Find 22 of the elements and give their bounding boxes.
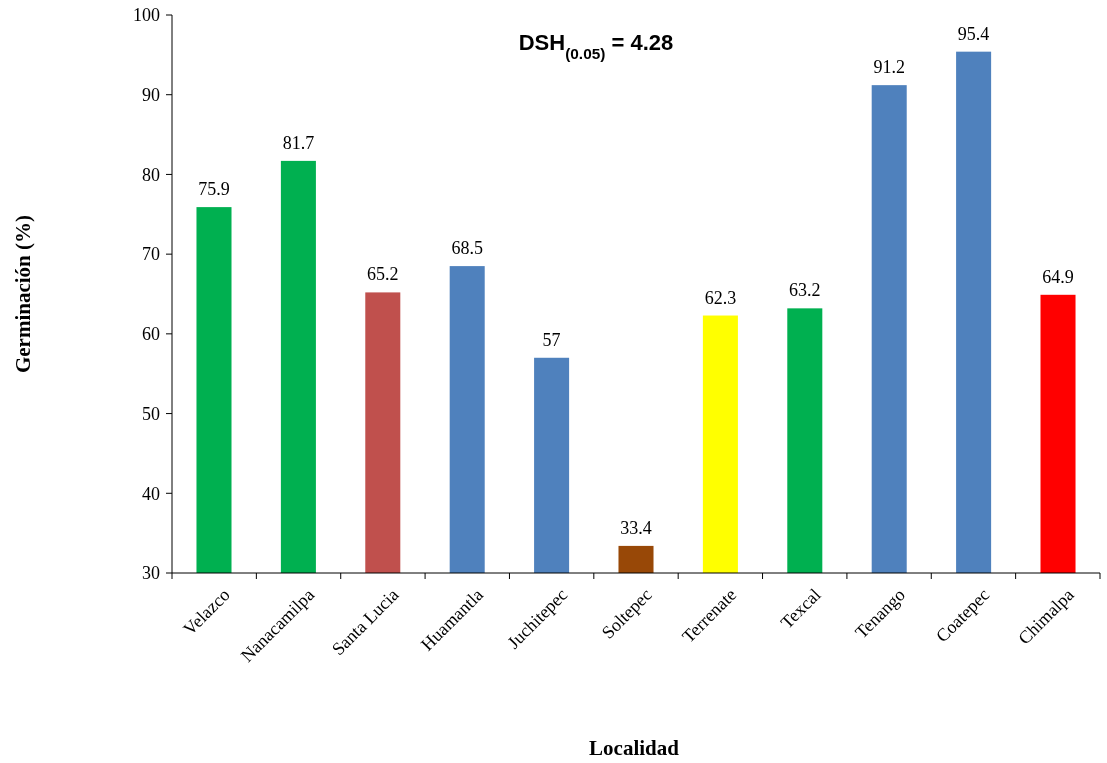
data-label: 68.5	[451, 238, 483, 259]
y-tick-label: 100	[133, 5, 160, 26]
y-tick-label: 60	[142, 324, 160, 345]
data-label: 33.4	[620, 517, 652, 538]
y-tick-label: 30	[142, 563, 160, 584]
data-label: 57	[542, 329, 561, 350]
data-label: 63.2	[789, 280, 821, 301]
x-axis-title: Localidad	[589, 736, 680, 760]
data-label: 91.2	[873, 57, 905, 78]
y-tick-label: 70	[142, 244, 160, 265]
data-label: 65.2	[367, 264, 399, 285]
y-tick-label: 50	[142, 403, 160, 424]
y-tick-label: 90	[142, 85, 160, 106]
data-label: 64.9	[1042, 266, 1074, 287]
y-tick-label: 40	[142, 483, 160, 504]
y-tick-label: 80	[142, 164, 160, 185]
data-label: 75.9	[198, 179, 230, 200]
data-label: 62.3	[704, 287, 737, 308]
y-axis-title: Germinación (%)	[11, 214, 35, 374]
data-label: 81.7	[282, 132, 315, 153]
data-label: 95.4	[957, 23, 990, 44]
annotation: DSH$_{(0.05)}$ = 4.28	[518, 30, 674, 62]
